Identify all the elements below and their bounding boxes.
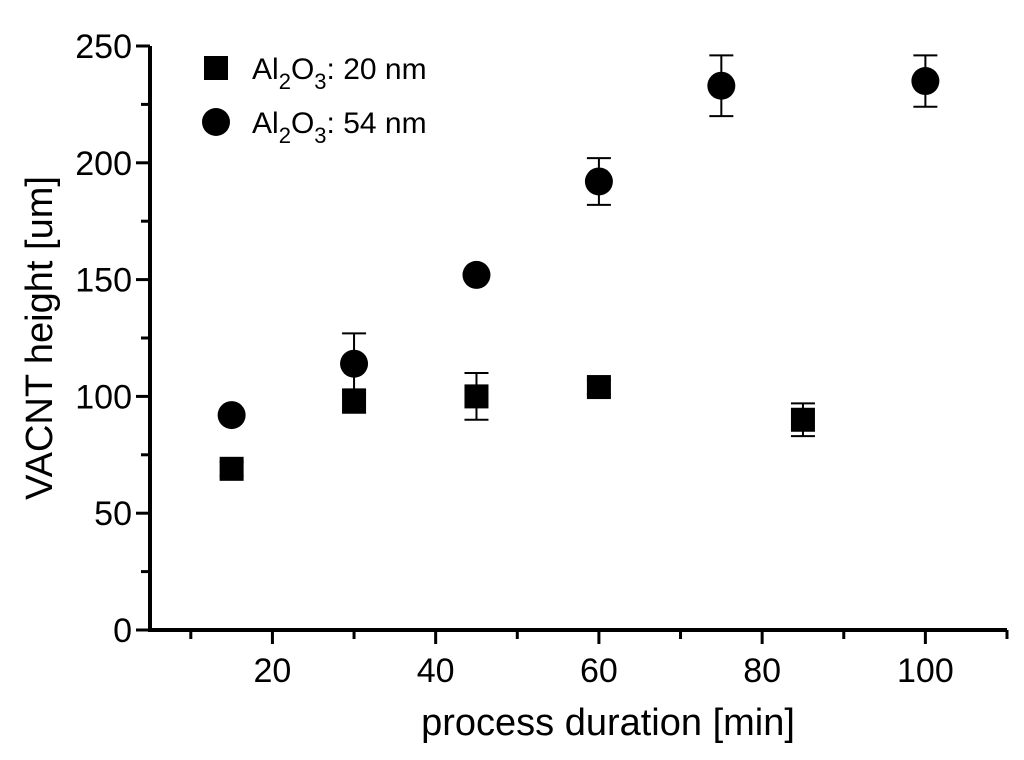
data-point-circle <box>462 260 491 289</box>
ticks: 20 40 60 80 100 0 50 100 150 200 250 <box>75 28 1009 690</box>
x-tick-label: 20 <box>254 652 292 690</box>
data-point-circle <box>340 349 369 378</box>
y-axis-title: VACNT height [um] <box>19 176 61 500</box>
legend-circle-marker <box>202 108 230 136</box>
legend-item: Al2O3: 54 nm <box>202 107 427 148</box>
data-point-square <box>790 407 815 432</box>
y-tick-label: 0 <box>113 612 132 650</box>
x-axis-title: process duration [min] <box>421 702 795 744</box>
x-tick-label: 60 <box>580 652 618 690</box>
y-tick-label: 50 <box>94 495 132 533</box>
data-marks <box>217 54 940 481</box>
y-tick-label: 250 <box>75 28 132 66</box>
x-tick-label: 40 <box>417 652 455 690</box>
y-tick-label: 100 <box>75 378 132 416</box>
data-point-square <box>464 384 489 409</box>
data-point-circle <box>911 67 940 96</box>
data-point-circle <box>707 71 736 100</box>
x-tick-label: 100 <box>897 652 954 690</box>
legend-label: Al2O3: 54 nm <box>252 107 427 148</box>
series-square <box>219 372 815 481</box>
x-tick-label: 80 <box>743 652 781 690</box>
legend-square-marker <box>204 56 228 80</box>
data-point-square <box>219 456 244 481</box>
y-tick-label: 200 <box>75 145 132 183</box>
data-point-circle <box>584 167 613 196</box>
legend: Al2O3: 20 nm Al2O3: 54 nm <box>202 53 427 148</box>
legend-label: Al2O3: 20 nm <box>252 53 427 94</box>
data-point-square <box>586 375 611 400</box>
series-circle <box>217 54 940 430</box>
data-point-circle <box>217 401 246 430</box>
legend-item: Al2O3: 20 nm <box>204 53 427 94</box>
y-tick-label: 150 <box>75 262 132 300</box>
